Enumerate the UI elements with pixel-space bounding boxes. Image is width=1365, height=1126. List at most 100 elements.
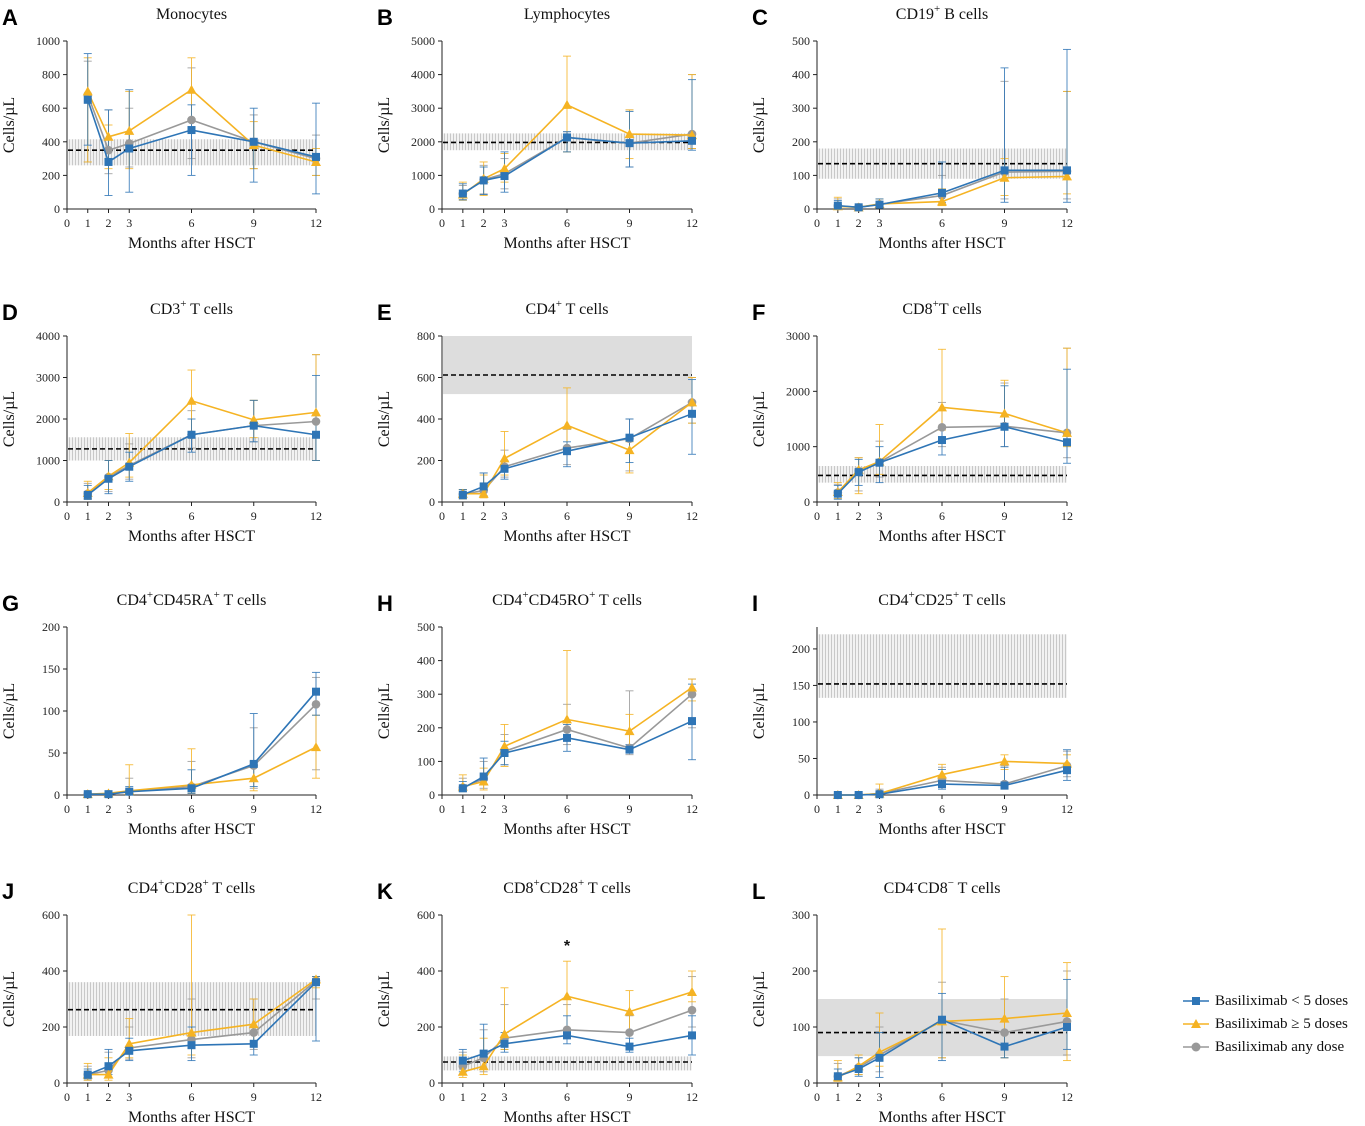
title-superscript: +	[180, 298, 186, 310]
y-tick-label: 1000	[36, 454, 60, 468]
x-tick-label: 1	[460, 509, 466, 523]
point-low	[938, 436, 946, 445]
point-low	[125, 144, 134, 153]
x-tick-label: 3	[502, 802, 508, 816]
x-axis-label: Months after HSCT	[128, 528, 255, 545]
legend-item-any-dose[interactable]: Basiliximab any dose	[1183, 1036, 1363, 1059]
x-tick-label: 3	[877, 802, 883, 816]
y-tick-label: 2000	[36, 412, 60, 426]
point-low	[479, 176, 488, 185]
y-axis-label: Cells/µL	[376, 971, 393, 1027]
point-low	[688, 1031, 696, 1040]
title-segment: CD45RO	[529, 592, 589, 609]
x-axis-label: Months after HSCT	[878, 235, 1005, 252]
y-tick-label: 150	[42, 662, 60, 676]
x-tick-label: 2	[106, 1090, 112, 1104]
series-line-any	[462, 693, 693, 789]
point-low	[83, 790, 92, 799]
x-tick-label: 2	[856, 1090, 862, 1104]
y-tick-label: 200	[42, 168, 60, 182]
x-tick-label: 3	[126, 802, 132, 816]
x-tick-label: 0	[64, 509, 70, 523]
x-tick-label: 0	[814, 509, 820, 523]
x-tick-label: 2	[856, 216, 862, 230]
y-axis-label: Cells/µL	[1, 683, 18, 739]
reference-band	[818, 466, 1067, 483]
point-low	[500, 1039, 509, 1048]
point-high	[82, 86, 93, 96]
series-line-high	[87, 746, 317, 795]
x-axis-label: Months after HSCT	[503, 235, 630, 252]
point-high	[562, 99, 572, 109]
point-low	[854, 203, 863, 212]
x-tick-label: 1	[835, 802, 841, 816]
point-high	[937, 196, 947, 206]
x-tick-label: 9	[627, 802, 633, 816]
x-tick-label: 3	[502, 1090, 508, 1104]
x-tick-label: 9	[627, 1090, 633, 1104]
point-low	[83, 1070, 92, 1079]
panel-title: CD4+CD28+ T cells	[128, 877, 255, 897]
x-tick-label: 12	[310, 216, 322, 230]
reference-band	[443, 336, 692, 395]
y-tick-label: 0	[804, 202, 810, 216]
title-segment: T cells	[220, 592, 267, 609]
point-low	[938, 780, 946, 789]
point-high	[186, 1027, 197, 1037]
x-tick-label: 3	[877, 1090, 883, 1104]
x-tick-label: 6	[564, 216, 570, 230]
point-high	[1062, 171, 1072, 181]
x-axis-label: Months after HSCT	[878, 528, 1005, 545]
x-tick-label: 0	[814, 216, 820, 230]
y-axis-label: Cells/µL	[1, 97, 18, 153]
x-tick-label: 6	[189, 1090, 195, 1104]
point-low	[104, 790, 113, 799]
legend-item-low-dose[interactable]: Basiliximab < 5 doses	[1183, 990, 1363, 1013]
point-low	[1063, 766, 1071, 775]
point-high	[937, 769, 947, 779]
title-superscript: +	[909, 589, 915, 601]
point-high	[499, 1029, 510, 1038]
panel-letter: E	[377, 300, 392, 325]
x-tick-label: 12	[310, 802, 322, 816]
circle-marker-icon	[1183, 1042, 1209, 1052]
x-tick-label: 9	[251, 509, 257, 523]
x-tick-label: 2	[106, 509, 112, 523]
y-tick-label: 0	[54, 202, 60, 216]
y-tick-label: 0	[54, 495, 60, 509]
y-axis-label: Cells/µL	[1, 971, 18, 1027]
point-low	[312, 152, 320, 161]
point-low	[1063, 166, 1071, 175]
point-low	[187, 126, 196, 135]
point-low	[249, 759, 258, 768]
point-low	[833, 791, 842, 799]
x-tick-label: 12	[1061, 1090, 1073, 1104]
panel-title: CD8+T cells	[902, 298, 981, 318]
point-high	[186, 84, 197, 94]
point-high	[562, 991, 572, 1001]
x-tick-label: 12	[686, 509, 698, 523]
panel-title: CD8+CD28+ T cells	[503, 877, 630, 897]
y-axis-label: Cells/µL	[751, 97, 768, 153]
series-line-high	[87, 978, 317, 1076]
point-high	[687, 682, 697, 692]
legend-label: Basiliximab any dose	[1215, 1039, 1345, 1055]
point-low	[563, 133, 571, 142]
x-tick-label: 3	[502, 509, 508, 523]
x-tick-label: 2	[481, 509, 487, 523]
y-tick-label: 5000	[411, 34, 435, 48]
x-tick-label: 9	[1002, 1090, 1008, 1104]
x-tick-label: 12	[686, 216, 698, 230]
point-any	[311, 417, 321, 426]
error-bar-low	[1063, 368, 1071, 464]
legend-item-high-dose[interactable]: Basiliximab ≥ 5 doses	[1183, 1013, 1363, 1036]
point-any	[187, 115, 196, 125]
point-any	[311, 699, 321, 709]
y-tick-label: 2000	[411, 135, 435, 149]
point-high	[103, 1069, 114, 1079]
y-tick-label: 0	[54, 1076, 60, 1090]
point-low	[249, 137, 258, 146]
